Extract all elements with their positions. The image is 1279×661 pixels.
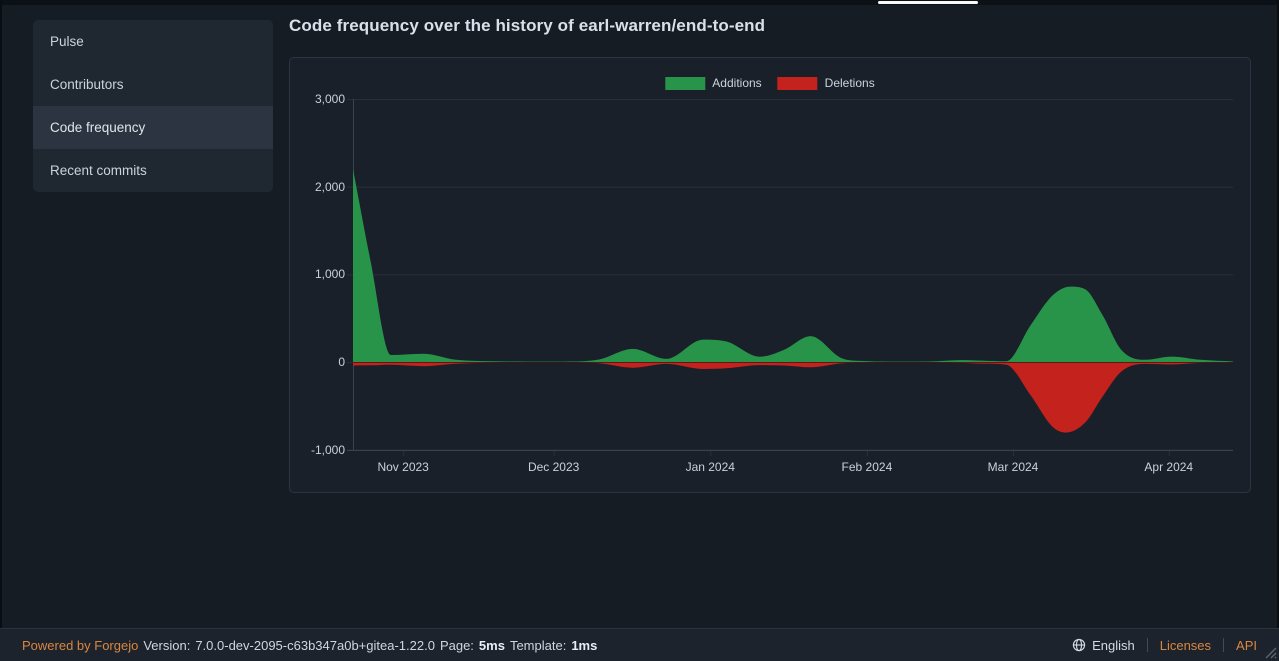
window-edge-left [0,0,2,661]
legend-label: Deletions [824,76,875,90]
x-tick-label: Nov 2023 [377,460,429,474]
deletions-area [353,362,1233,433]
deletions-swatch [777,76,818,90]
y-tick-label: 2,000 [314,179,345,194]
window-edge-right [1277,0,1279,661]
footer-left: Powered by Forgejo Version: 7.0.0-dev-20… [22,638,597,653]
page-footer: Powered by Forgejo Version: 7.0.0-dev-20… [0,628,1279,661]
version-label: Version: [143,637,191,653]
version-value: 7.0.0-dev-2095-c63b347a0b+gitea-1.22.0 [195,637,435,653]
browser-tabstrip-remnant [0,0,1279,5]
sidebar-item-pulse[interactable]: Pulse [33,20,273,63]
page-time-label: Page: [439,637,474,653]
footer-divider [1223,638,1225,652]
sidebar-item-label: Recent commits [50,163,147,178]
sidebar-item-label: Code frequency [50,120,146,135]
y-tick-label: 3,000 [314,92,345,106]
language-menu-button[interactable]: English [1072,638,1135,653]
y-tick-label: 0 [338,355,345,369]
licenses-link[interactable]: Licenses [1159,637,1212,653]
legend-item-additions[interactable]: Additions [665,76,762,90]
footer-divider [1146,638,1148,652]
page-title: Code frequency over the history of earl-… [289,16,766,35]
y-tick-label: 1,000 [314,267,345,282]
legend-item-deletions[interactable]: Deletions [777,76,875,90]
template-time-value: 1ms [571,637,598,653]
code-frequency-chart-canvas[interactable] [290,58,1250,492]
additions-area [353,169,1233,362]
sidebar-item-label: Pulse [50,34,84,49]
globe-icon [1072,638,1086,652]
legend-label: Additions [712,76,762,90]
additions-swatch [665,76,706,90]
template-time-label: Template: [509,637,567,653]
chart-card: Additions Deletions 3,000 2,000 1,000 0 -1,0… [289,57,1251,493]
x-tick-label: Apr 2024 [1144,460,1194,474]
footer-right: English Licenses API [1072,638,1257,653]
page-time-value: 5ms [478,637,505,653]
x-tick-label: Mar 2024 [987,460,1039,474]
y-tick-label: -1,000 [310,442,345,457]
x-tick-label: Dec 2023 [527,460,580,474]
activity-sidebar-menu: Pulse Contributors Code frequency Recent… [33,20,273,192]
x-tick-label: Feb 2024 [841,460,893,474]
powered-by-forgejo-link[interactable]: Powered by Forgejo [22,637,139,653]
language-label: English [1092,637,1135,653]
x-tick-label: Jan 2024 [685,460,735,474]
chart-legend: Additions Deletions [665,76,875,90]
api-link[interactable]: API [1236,637,1257,653]
resize-grip[interactable] [1263,645,1277,659]
active-tab-indicator [878,1,978,4]
sidebar-item-contributors[interactable]: Contributors [33,63,273,106]
sidebar-item-code-frequency[interactable]: Code frequency [33,106,273,149]
sidebar-item-recent-commits[interactable]: Recent commits [33,149,273,192]
sidebar-item-label: Contributors [50,77,124,92]
